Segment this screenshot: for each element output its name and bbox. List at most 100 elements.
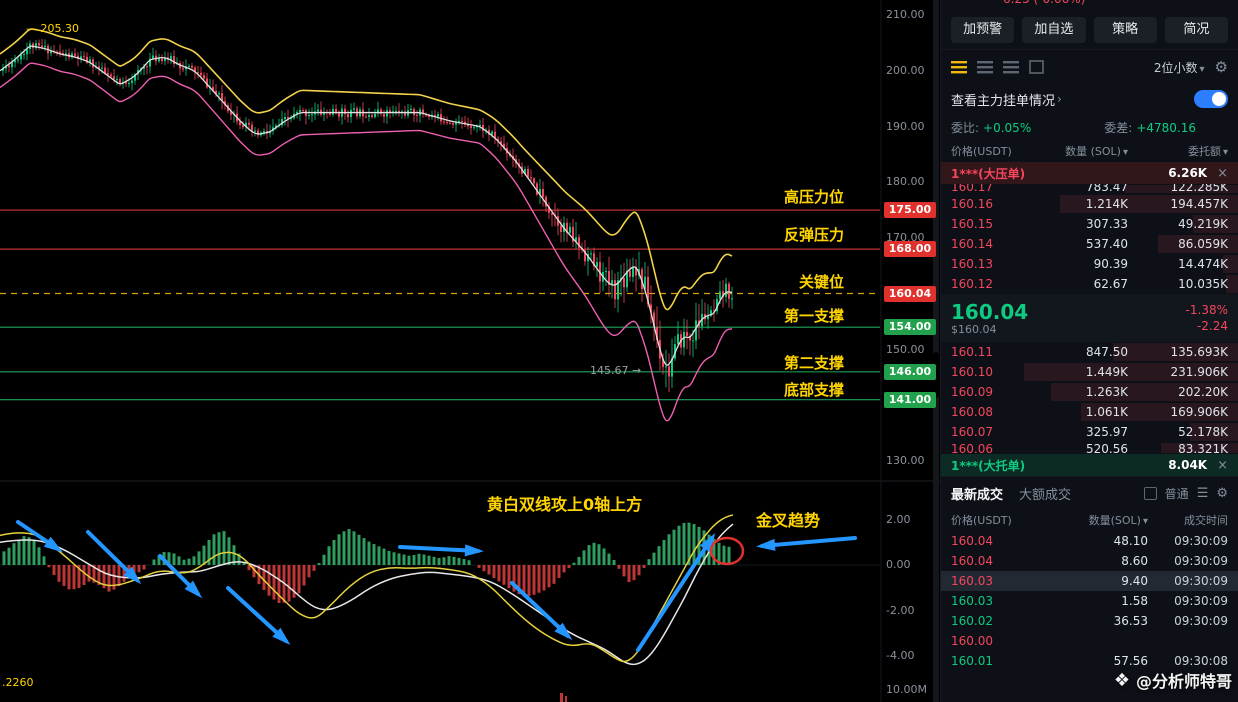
ask-rows: 160.17 783.47 122.285K 160.16 1.214K 194.457K… xyxy=(941,184,1238,294)
normal-checkbox[interactable] xyxy=(1143,486,1157,500)
ask-row[interactable]: 160.10 1.449K 231.906K xyxy=(941,362,1238,382)
order-price: 160.10 xyxy=(951,365,993,379)
trade-time: 09:30:09 xyxy=(1174,614,1228,628)
tab-large-trades[interactable]: 大额成交 xyxy=(1019,487,1072,503)
add-alert-button[interactable]: 加预警 xyxy=(951,17,1015,43)
close-icon[interactable]: × xyxy=(1217,457,1228,473)
partial-ticker-value: 6.25 (-0.06%) xyxy=(1003,0,1238,6)
main-orders-toggle[interactable] xyxy=(1194,90,1228,108)
trade-rows: 160.04 48.10 09:30:09 160.04 8.60 09:30:09 160… xyxy=(941,531,1238,671)
order-price: 160.15 xyxy=(951,217,993,231)
add-watchlist-button[interactable]: 加自选 xyxy=(1022,17,1086,43)
ratio-label: 委比: xyxy=(951,120,980,135)
settings-icon[interactable]: ⚙ xyxy=(1216,485,1228,501)
price-chart[interactable]: 210.00 200.00 190.00 180.00 170.00 150.00 130.… xyxy=(0,0,940,702)
trades-header-qty: 数量(SOL) ▾ xyxy=(1088,514,1148,527)
trade-price: 160.03 xyxy=(951,574,993,588)
order-price: 160.08 xyxy=(951,405,993,419)
order-qty: 90.39 xyxy=(1093,257,1128,271)
big-sell-order-label: 1***(大压单) xyxy=(951,166,1026,181)
chevron-down-icon: ▾ xyxy=(1222,147,1228,158)
action-button-row: 加预警 加自选 策略 简况 xyxy=(941,10,1238,49)
watermark: ❖ @分析师特哥 xyxy=(1114,668,1232,692)
orderbook-header: 价格(USDT) 数量 (SOL) ▾ 委托额 ▾ xyxy=(941,140,1238,162)
trade-qty: 8.60 xyxy=(1121,554,1148,568)
close-icon[interactable]: × xyxy=(1217,165,1228,181)
order-price: 160.07 xyxy=(951,425,993,439)
orderbook-view-asks-icon[interactable] xyxy=(977,60,993,74)
ask-row[interactable]: 160.16 1.214K 194.457K xyxy=(941,194,1238,214)
trade-qty: 9.40 xyxy=(1121,574,1148,588)
order-amount: 49.219K xyxy=(1178,217,1228,231)
orderbook-popout-icon[interactable] xyxy=(1029,60,1045,74)
trade-time: 09:30:08 xyxy=(1174,654,1228,668)
big-buy-order-label: 1***(大托单) xyxy=(951,458,1026,473)
order-qty: 325.97 xyxy=(1086,425,1128,439)
order-amount: 122.285K xyxy=(1170,184,1229,194)
order-price: 160.13 xyxy=(951,257,993,271)
ask-row[interactable]: 160.14 537.40 86.059K xyxy=(941,234,1238,254)
ask-row[interactable]: 160.07 325.97 52.178K xyxy=(941,422,1238,442)
trade-row[interactable]: 160.04 48.10 09:30:09 xyxy=(941,531,1238,551)
order-amount: 52.178K xyxy=(1178,425,1228,439)
ask-row[interactable]: 160.12 62.67 10.035K xyxy=(941,274,1238,294)
watermark-text: @分析师特哥 xyxy=(1135,672,1232,691)
usd-price: $160.04 xyxy=(951,322,997,336)
trade-row[interactable]: 160.03 9.40 09:30:09 xyxy=(941,571,1238,591)
order-amount: 231.906K xyxy=(1170,365,1229,379)
strategy-button[interactable]: 策略 xyxy=(1093,17,1157,43)
ask-row[interactable]: 160.06 520.56 83.321K xyxy=(941,442,1238,454)
order-qty: 1.449K xyxy=(1085,365,1128,379)
trade-qty: 36.53 xyxy=(1113,614,1148,628)
ask-row[interactable]: 160.09 1.263K 202.20K xyxy=(941,382,1238,402)
big-buy-order-value: 8.04K xyxy=(1168,458,1208,472)
trade-price: 160.04 xyxy=(951,534,993,548)
orderbook-view-bids-icon[interactable] xyxy=(1003,60,1019,74)
chart-scrollbar[interactable] xyxy=(933,352,939,398)
chevron-right-icon: › xyxy=(1057,92,1062,106)
trades-tabs-row: 最新成交 大额成交 普通 ☰ ⚙ xyxy=(941,476,1238,509)
order-amount: 86.059K xyxy=(1178,237,1228,251)
trade-qty: 1.58 xyxy=(1121,594,1148,608)
ask-row[interactable]: 160.13 90.39 14.474K xyxy=(941,254,1238,274)
trade-time: 09:30:09 xyxy=(1174,534,1228,548)
trade-row[interactable]: 160.03 1.58 09:30:09 xyxy=(941,591,1238,611)
big-sell-order-value: 6.26K xyxy=(1168,166,1208,180)
chevron-down-icon: ▾ xyxy=(1199,63,1205,75)
decimals-label: 2位小数 xyxy=(1153,60,1198,75)
tab-latest-trades[interactable]: 最新成交 xyxy=(951,487,1004,503)
order-qty: 537.40 xyxy=(1086,237,1128,251)
big-sell-order-banner[interactable]: 1***(大压单) 6.26K × xyxy=(941,162,1238,184)
trade-row[interactable]: 160.02 36.53 09:30:09 xyxy=(941,611,1238,631)
order-qty: 1.214K xyxy=(1085,197,1128,211)
trade-row[interactable]: 160.04 8.60 09:30:09 xyxy=(941,551,1238,571)
order-amount: 169.906K xyxy=(1170,405,1229,419)
chevron-down-icon: ▾ xyxy=(1142,516,1148,527)
last-price-block[interactable]: 160.04 $160.04 -1.38% -2.24 xyxy=(941,294,1238,342)
order-amount: 83.321K xyxy=(1178,442,1228,454)
gear-icon[interactable]: ⚙ xyxy=(1214,58,1228,76)
order-price: 160.12 xyxy=(951,277,993,291)
ask-row[interactable]: 160.17 783.47 122.285K xyxy=(941,184,1238,194)
trade-price: 160.02 xyxy=(951,614,993,628)
trades-header: 价格(USDT) 数量(SOL) ▾ 成交时间 xyxy=(941,509,1238,531)
list-icon[interactable]: ☰ xyxy=(1196,485,1209,501)
trade-row[interactable]: 160.01 57.56 09:30:08 xyxy=(941,651,1238,671)
chart-canvas[interactable] xyxy=(0,0,940,702)
ask-row[interactable]: 160.11 847.50 135.693K xyxy=(941,342,1238,362)
order-amount: 202.20K xyxy=(1178,385,1228,399)
view-main-orders-link[interactable]: 查看主力挂单情况 xyxy=(951,93,1056,109)
ask-row[interactable]: 160.15 307.33 49.219K xyxy=(941,214,1238,234)
big-buy-order-banner[interactable]: 1***(大托单) 8.04K × xyxy=(941,454,1238,476)
ask-row[interactable]: 160.08 1.061K 169.906K xyxy=(941,402,1238,422)
decimals-select[interactable]: 2位小数 ▾ xyxy=(1154,59,1205,76)
overview-button[interactable]: 简况 xyxy=(1164,17,1228,43)
change-absolute: -2.24 xyxy=(1196,319,1228,333)
trade-row[interactable]: 160.00 xyxy=(941,631,1238,651)
toggle-knob xyxy=(1212,92,1226,106)
order-qty: 62.67 xyxy=(1093,277,1128,291)
orderbook-view-all-icon[interactable] xyxy=(951,60,967,74)
trade-price: 160.04 xyxy=(951,554,993,568)
order-qty: 307.33 xyxy=(1086,217,1128,231)
